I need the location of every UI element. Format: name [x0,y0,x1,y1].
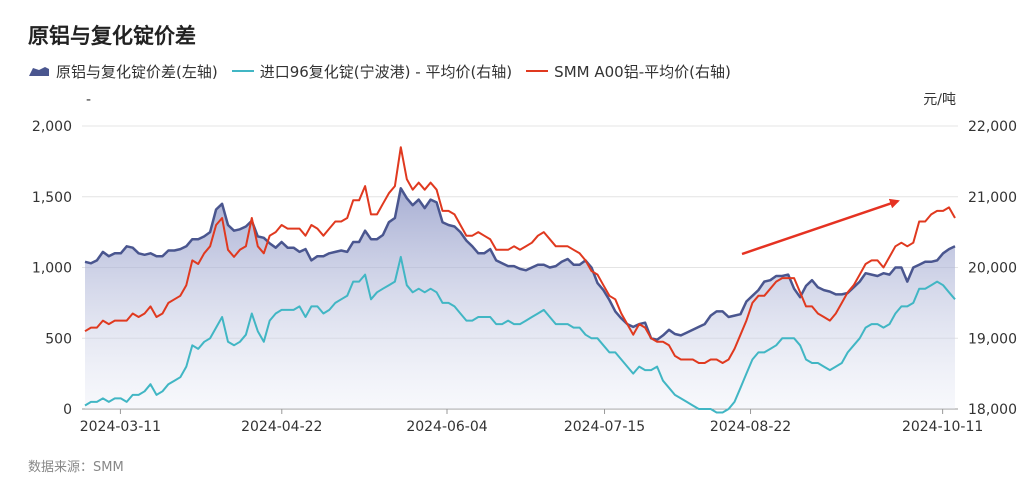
legend-line-marker [526,70,549,72]
trend-arrow [741,198,900,256]
legend-item-spread[interactable]: 原铝与复化锭价差(左轴) [28,61,218,82]
series-line-scrap-ingot [84,255,956,414]
legend-label-scrap-ingot: 进口96复化锭(宁波港) - 平均价(右轴) [259,62,513,81]
data-source: 数据来源：SMM [28,460,124,475]
left-axis-unit: - [86,92,91,108]
legend-area-marker [29,67,49,76]
left-tick-label: 500 [45,331,72,347]
x-axis: 2024-03-11 2024-04-22 2024-06-04 2024-07-15… [80,409,983,435]
x-tick-label: 2024-10-11 [902,419,983,435]
right-tick-label: 18,000 [968,402,1017,418]
right-axis-unit: 元/吨 [923,92,956,108]
series-layer [84,146,956,414]
x-tick-label: 2024-08-22 [710,419,791,435]
left-tick-label: 0 [63,402,72,418]
legend-label-spread: 原铝与复化锭价差(左轴) [56,62,218,81]
legend-item-scrap-ingot[interactable]: 进口96复化锭(宁波港) - 平均价(右轴) [231,61,513,82]
legend-item-a00[interactable]: SMM A00铝-平均价(右轴) [526,61,731,82]
x-tick-label: 2024-06-04 [406,419,487,435]
x-tick-label: 2024-04-22 [241,419,322,435]
series-line-a00 [84,146,956,364]
right-tick-label: 19,000 [968,331,1017,347]
left-axis: 0 500 1,000 1,500 2,000 [32,119,72,418]
x-tick-label: 2024-07-15 [564,419,645,435]
right-tick-label: 22,000 [968,119,1017,135]
legend: 原铝与复化锭价差(左轴) 进口96复化锭(宁波港) - 平均价(右轴) SMM … [28,59,731,83]
left-tick-label: 1,500 [32,190,72,206]
chart-title: 原铝与复化锭价差 [28,24,196,48]
series-line-spread [84,187,956,341]
series-area-spread [85,188,955,409]
legend-line-marker [231,70,254,72]
left-tick-label: 1,000 [32,261,72,277]
x-tick-label: 2024-03-11 [80,419,161,435]
right-axis: 18,000 19,000 20,000 21,000 22,000 [968,119,1017,418]
left-tick-label: 2,000 [32,119,72,135]
right-tick-label: 21,000 [968,190,1017,206]
legend-label-a00: SMM A00铝-平均价(右轴) [554,62,731,81]
right-tick-label: 20,000 [968,261,1017,277]
